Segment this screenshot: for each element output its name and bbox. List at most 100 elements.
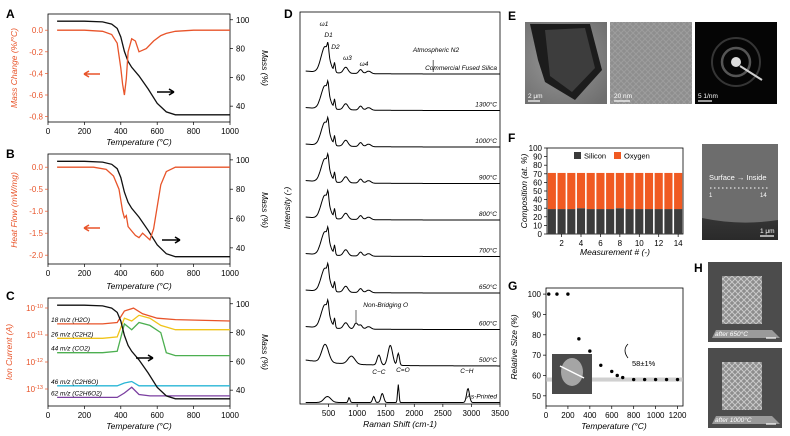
panel-a-ytick-left-label: -0.2: [29, 48, 43, 57]
panel-a-ytick-left-label: -0.6: [29, 91, 43, 100]
panel-c-xtick-label: 400: [114, 411, 128, 420]
panel-b-ylabel-right: Mass (%): [260, 192, 270, 228]
surface-inside-label: Surface → Inside: [709, 173, 767, 182]
bar-oxygen: [586, 172, 595, 210]
panel-d-ticks: 500 1000 1500 2000 2500 3000 3500: [322, 404, 509, 418]
inset-arrow: [559, 365, 585, 379]
bar-oxygen: [644, 172, 654, 210]
panel-a-lines: [57, 20, 230, 116]
legend-oxygen-swatch: [614, 152, 621, 159]
panel-b-xtick-label: 600: [151, 269, 165, 278]
panel-g-xtick-label: 1200: [669, 411, 687, 420]
panel-b-series-line: [57, 160, 230, 258]
panel-g-ticks: 0 200 400 600 800 1000 1200 50 60 70 80 90 100: [528, 290, 687, 420]
bar-silicon: [596, 209, 605, 234]
panel-c-ytick-exponent: -12: [35, 358, 43, 364]
legend-silicon-swatch: [574, 152, 581, 159]
panel-c-xlabel: Temperature (°C): [106, 421, 172, 431]
raman-spectrum-label: 650°C: [479, 283, 497, 291]
panel-a-label: A: [6, 7, 15, 21]
panel-g-point: [566, 292, 570, 296]
lattice-structure-650: [722, 276, 762, 324]
annotation-atmospheric: Atmospheric N2: [412, 47, 460, 54]
raman-spectrum: [305, 261, 500, 294]
panel-b-ytick-left-label: -1.0: [29, 207, 43, 216]
panel-b-ytick-left-label: -1.5: [29, 229, 43, 238]
panel-d-series-labels: Commercial Fused Silica 1300°C 1000°C 900°C…: [425, 65, 497, 401]
panel-b-ticks: 0 200 400 600 800 1000 0.0 -0.5 -1.0 -1.5 -2.0 100 8…: [29, 156, 250, 278]
annotation-d2: D2: [331, 44, 340, 51]
panel-b-ylabel-left: Heat Flow (mW/mg): [9, 172, 19, 248]
panel-g-point: [610, 369, 614, 374]
panel-g-xtick-label: 600: [605, 411, 619, 420]
panel-b-arrow-right: [162, 236, 181, 244]
panel-d-xtick-label: 1000: [348, 409, 366, 418]
panel-f-xtick-label: 10: [635, 239, 644, 248]
panel-a-ytick-right-label: 80: [236, 45, 245, 54]
panel-a-arrow-left: [83, 70, 100, 78]
raman-spectrum: [305, 343, 500, 367]
raman-spectrum-label: 900°C: [479, 174, 497, 182]
bar-silicon: [664, 209, 673, 234]
panel-c: C 0 200 400 600 800 1000 100 80 60 40 10-10 10-11 10…: [4, 289, 270, 431]
panel-f-xtick-label: 8: [618, 239, 623, 248]
panel-c-series-line: [57, 314, 230, 339]
raman-spectrum: [305, 115, 500, 148]
panel-d-xtick-label: 3000: [463, 409, 481, 418]
panel-g-point: [664, 377, 669, 382]
raman-spectrum-label: As-Printed: [466, 394, 498, 401]
panel-c-legend-entry: 18 m/z (H2O): [51, 317, 90, 324]
panel-c-series-line: [57, 380, 230, 387]
bar-oxygen: [615, 172, 624, 209]
panel-g-point: [675, 377, 680, 382]
panel-a-ylabel-right: Mass (%): [260, 50, 270, 86]
panel-f-ytick-label: 30: [533, 204, 542, 213]
panel-a-xtick-label: 400: [114, 127, 128, 136]
bar-silicon: [635, 209, 644, 234]
panel-b-ytick-right-label: 60: [236, 215, 245, 224]
panel-d-xlabel: Raman Shift (cm-1): [363, 419, 437, 429]
annotation-non-bridging-o: Non-Bridging O: [363, 302, 408, 309]
panel-f-ylabel: Composition (at. %): [519, 154, 529, 229]
panel-c-frame: [47, 297, 231, 407]
bar-oxygen: [635, 172, 644, 210]
panel-e: E 2 μm 20 nm 5 1/nm: [508, 9, 777, 104]
panel-d-frame: [299, 11, 501, 405]
bar-silicon: [654, 209, 663, 234]
panel-b: B 0 200 400 600 800 1000 0.0 -0.5 -1.0 -1.5 -2.0 10…: [6, 147, 270, 291]
raman-spectrum: [305, 384, 500, 403]
annotation-c-h: C−H: [460, 368, 473, 375]
panel-h-label: H: [694, 261, 703, 275]
bar-silicon: [606, 209, 615, 234]
raman-spectrum: [305, 151, 500, 184]
panel-g-point: [653, 377, 658, 382]
panel-a-xtick-label: 600: [151, 127, 165, 136]
panel-c-xtick-label: 1000: [221, 411, 239, 420]
tem-amorphous-texture: [610, 22, 692, 104]
panel-b-xtick-label: 0: [46, 269, 51, 278]
panel-f-ytick-label: 0: [538, 230, 543, 239]
panel-b-arrow-left: [83, 224, 100, 232]
bar-silicon: [674, 209, 683, 234]
panel-c-legend-entry: 46 m/z (C2H6O): [51, 379, 98, 386]
panel-a-series-line: [57, 29, 230, 96]
panel-a-ticks: 0 200 400 600 800 1000 0.0 -0.2 -0.4 -0.6 -0.8 100 8…: [29, 16, 250, 136]
bar-oxygen: [625, 172, 634, 210]
bar-silicon: [644, 209, 654, 234]
panel-g-frame: [545, 287, 684, 407]
panel-g-point: [631, 377, 636, 382]
tem-particle-edge: [545, 28, 595, 92]
panel-g: G 0 200 400 600 800 1000 1200 50 60 70 80 90 100 58±…: [508, 279, 687, 431]
panel-g-point: [588, 349, 592, 353]
panel-g-point: [547, 292, 551, 296]
lattice-base-650: [712, 330, 780, 338]
saed-beamstop: [739, 65, 763, 81]
panel-g-label: G: [508, 279, 517, 293]
panel-b-xtick-label: 400: [114, 269, 128, 278]
tem-scale-1: 2 μm: [528, 93, 543, 100]
panel-g-xtick-label: 400: [583, 411, 597, 420]
panel-e-label: E: [508, 9, 516, 23]
panel-f-ytick-label: 80: [533, 161, 542, 170]
panel-c-series-line: [57, 321, 230, 357]
